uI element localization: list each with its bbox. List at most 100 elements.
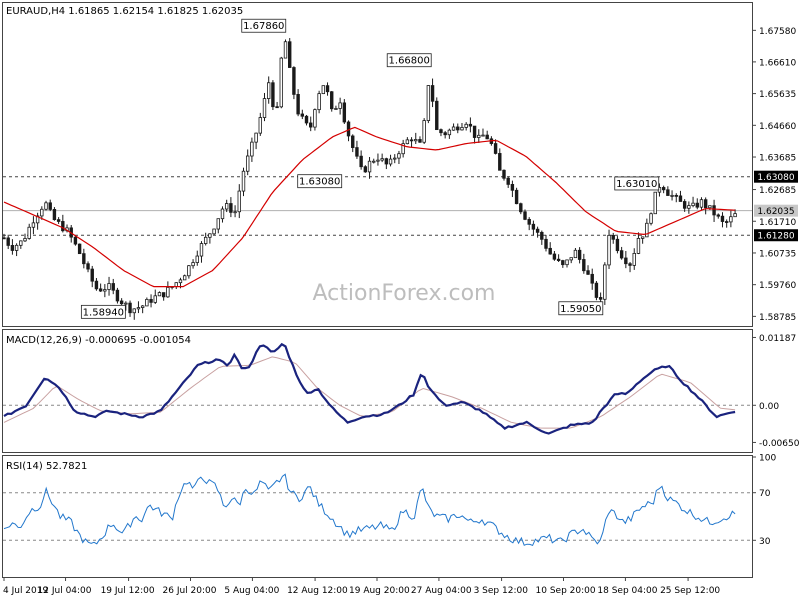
candle xyxy=(35,212,40,230)
candle xyxy=(73,236,78,246)
candle xyxy=(44,200,48,211)
candle xyxy=(674,193,678,203)
candle xyxy=(19,240,23,249)
candle xyxy=(401,139,405,158)
candle xyxy=(2,233,6,240)
candle xyxy=(443,130,447,139)
candle xyxy=(216,218,220,234)
candle xyxy=(418,136,422,143)
candle xyxy=(40,206,44,220)
candle xyxy=(153,289,157,305)
candle xyxy=(624,250,628,269)
candle xyxy=(523,209,527,221)
candle xyxy=(111,278,115,295)
price-level-label: 1.62035 xyxy=(754,204,798,217)
candle xyxy=(468,117,473,133)
candle xyxy=(724,219,729,228)
candle xyxy=(296,89,300,117)
candle xyxy=(325,82,330,96)
candle xyxy=(678,190,683,202)
candle xyxy=(636,232,641,255)
candle xyxy=(447,128,452,139)
candle xyxy=(388,154,393,167)
candle xyxy=(540,230,544,245)
candle xyxy=(14,243,19,257)
candle xyxy=(359,150,363,170)
candle xyxy=(233,205,237,218)
rsi-panel-frame xyxy=(2,455,753,578)
candle xyxy=(321,85,326,95)
price-level-label: 1.63080 xyxy=(754,170,798,183)
candle xyxy=(140,305,145,314)
candle xyxy=(250,137,254,162)
candle xyxy=(157,291,162,297)
candle xyxy=(703,197,708,215)
macd-tick-label: 0.01187 xyxy=(759,334,796,344)
candle xyxy=(27,223,31,240)
candle xyxy=(31,216,36,235)
svg-text:1.63080: 1.63080 xyxy=(299,177,340,188)
candle xyxy=(472,125,477,144)
candle xyxy=(729,210,733,228)
price-tick-label: 1.64660 xyxy=(759,122,796,132)
price-tick-label: 1.59760 xyxy=(759,281,796,291)
rsi-tick-label: 100 xyxy=(759,454,776,464)
candle xyxy=(481,128,485,137)
price-candles xyxy=(2,38,737,320)
candle xyxy=(136,301,141,314)
candle xyxy=(103,284,107,298)
candle xyxy=(527,217,531,231)
candle xyxy=(309,116,313,132)
candle xyxy=(485,130,489,140)
candle xyxy=(304,114,309,126)
time-tick-label: 26 Jul 20:00 xyxy=(163,586,217,596)
candle xyxy=(477,129,481,143)
price-annotation: 1.58940 xyxy=(80,304,126,319)
candle xyxy=(699,197,704,210)
candle xyxy=(367,157,372,179)
candle xyxy=(619,246,624,260)
candle xyxy=(498,148,502,171)
candle xyxy=(649,212,653,226)
candle xyxy=(90,265,94,288)
candle xyxy=(237,184,241,219)
candle xyxy=(317,90,321,114)
time-tick-label: 25 Sep 12:00 xyxy=(660,586,720,596)
svg-text:1.67860: 1.67860 xyxy=(243,21,284,32)
candle xyxy=(666,186,670,196)
candle xyxy=(283,39,288,59)
candle xyxy=(430,78,435,108)
time-tick-label: 12 Aug 12:00 xyxy=(287,586,348,596)
price-tick-label: 1.61710 xyxy=(759,218,796,228)
candle xyxy=(334,105,338,110)
candle xyxy=(687,201,691,214)
candle xyxy=(510,180,515,198)
watermark: ActionForex.com xyxy=(313,281,496,306)
candle xyxy=(582,253,586,274)
candle xyxy=(405,137,410,145)
candle xyxy=(544,234,548,252)
candle xyxy=(241,167,246,197)
candle xyxy=(426,85,431,124)
candle xyxy=(271,80,275,111)
macd-tick-label: 0.00 xyxy=(759,402,779,412)
candle xyxy=(182,274,187,281)
candle xyxy=(187,265,191,279)
candle xyxy=(23,233,27,243)
candle xyxy=(115,287,120,304)
candle xyxy=(292,66,296,100)
candle xyxy=(653,191,657,215)
candle xyxy=(56,217,61,224)
candle xyxy=(451,123,456,131)
candle xyxy=(682,199,687,212)
price-tick-label: 1.58785 xyxy=(759,313,796,323)
price-panel-title: EURAUD,H4 1.61865 1.62154 1.61825 1.6203… xyxy=(6,6,243,17)
price-annotation: 1.63010 xyxy=(614,176,660,191)
candle xyxy=(208,233,212,244)
candle xyxy=(380,153,384,163)
macd-panel-title: MACD(12,26,9) -0.000695 -0.001054 xyxy=(6,335,191,346)
time-tick-label: 18 Sep 04:00 xyxy=(597,586,657,596)
svg-text:1.63010: 1.63010 xyxy=(616,179,657,190)
candle xyxy=(590,268,594,290)
